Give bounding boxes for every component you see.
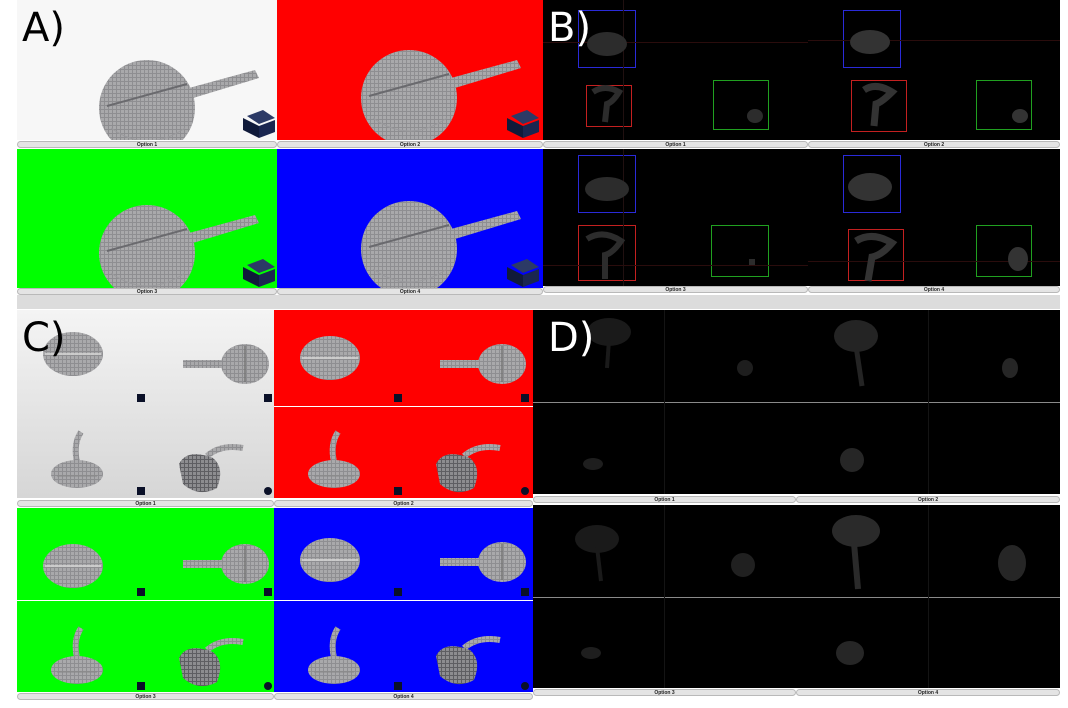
view-option-1-white[interactable] — [17, 0, 277, 140]
corner-marker-icon — [137, 682, 145, 690]
corner-marker-icon — [137, 487, 145, 495]
bounding-box-blue — [843, 10, 901, 68]
option-1-button[interactable]: Option 1 — [17, 500, 274, 507]
option-1-button[interactable]: Option 1 — [533, 496, 796, 503]
view-c-option-1[interactable] — [17, 310, 274, 498]
bounding-box-green — [976, 80, 1032, 130]
option-2-button[interactable]: Option 2 — [274, 500, 533, 507]
brain-silhouette-icon — [834, 320, 1018, 472]
corner-marker-icon — [521, 588, 529, 596]
bounding-box-blue — [843, 155, 901, 213]
option-2-button[interactable]: Option 2 — [796, 496, 1060, 503]
corner-marker-icon — [394, 588, 402, 596]
corner-marker-icon — [521, 682, 529, 690]
corner-marker-icon — [137, 394, 145, 402]
voxel-model-icon — [299, 335, 527, 498]
option-3-button[interactable]: Option 3 — [533, 689, 796, 696]
panel-label-b: B) — [548, 5, 592, 51]
corner-marker-icon — [264, 682, 272, 690]
panel-label-d: D) — [548, 315, 595, 361]
view-option-4-blue[interactable] — [277, 149, 543, 288]
corner-marker-icon — [394, 682, 402, 690]
view-b-option-4[interactable] — [808, 149, 1060, 286]
voxel-model-icon — [360, 49, 539, 140]
option-4-button[interactable]: Option 4 — [808, 286, 1060, 293]
bounding-box-blue — [578, 10, 636, 68]
view-d-option-1[interactable] — [533, 310, 796, 494]
option-1-button[interactable]: Option 1 — [543, 141, 808, 148]
voxel-model-icon — [98, 204, 275, 288]
view-c-option-2[interactable] — [274, 310, 533, 498]
corner-marker-icon — [394, 394, 402, 402]
brain-silhouette-icon — [585, 177, 755, 279]
view-b-option-1[interactable] — [543, 0, 808, 140]
option-1-button[interactable]: Option 1 — [17, 141, 277, 148]
option-4-button[interactable]: Option 4 — [277, 288, 543, 295]
brain-silhouette-icon — [583, 318, 753, 470]
corner-marker-icon — [264, 487, 272, 495]
view-option-2-red[interactable] — [277, 0, 543, 140]
brain-silhouette-icon — [850, 30, 1028, 127]
bounding-box-green — [713, 80, 769, 130]
corner-marker-icon — [137, 588, 145, 596]
view-d-option-3[interactable] — [533, 505, 796, 688]
corner-marker-icon — [521, 487, 529, 495]
option-3-button[interactable]: Option 3 — [17, 288, 277, 295]
bounding-box-red — [578, 225, 636, 281]
corner-marker-icon — [264, 588, 272, 596]
bounding-box-green — [711, 225, 769, 277]
brain-silhouette-icon — [575, 525, 755, 659]
panel-label-c: C) — [22, 315, 66, 361]
panel-label-a: A) — [22, 5, 65, 51]
view-d-option-2[interactable] — [796, 310, 1060, 494]
option-3-button[interactable]: Option 3 — [543, 286, 808, 293]
bounding-box-red — [851, 80, 907, 132]
bounding-box-blue — [578, 155, 636, 213]
view-b-option-3[interactable] — [543, 149, 808, 286]
brain-silhouette-icon — [832, 515, 1026, 665]
bounding-box-green — [976, 225, 1032, 277]
corner-marker-icon — [521, 394, 529, 402]
corner-marker-icon — [264, 394, 272, 402]
view-c-option-4[interactable] — [274, 508, 533, 692]
option-2-button[interactable]: Option 2 — [808, 141, 1060, 148]
bounding-box-red — [848, 229, 904, 281]
brain-silhouette-icon — [848, 173, 1028, 282]
option-4-button[interactable]: Option 4 — [796, 689, 1060, 696]
view-option-3-green[interactable] — [17, 149, 277, 288]
voxel-model-icon — [360, 200, 539, 288]
option-2-button[interactable]: Option 2 — [277, 141, 543, 148]
option-4-button[interactable]: Option 4 — [274, 693, 533, 700]
view-b-option-2[interactable] — [808, 0, 1060, 140]
brain-silhouette-icon — [587, 32, 763, 123]
corner-marker-icon — [394, 487, 402, 495]
separator-band — [17, 295, 1060, 309]
option-3-button[interactable]: Option 3 — [17, 693, 274, 700]
view-d-option-4[interactable] — [796, 505, 1060, 688]
view-c-option-3[interactable] — [17, 508, 274, 692]
